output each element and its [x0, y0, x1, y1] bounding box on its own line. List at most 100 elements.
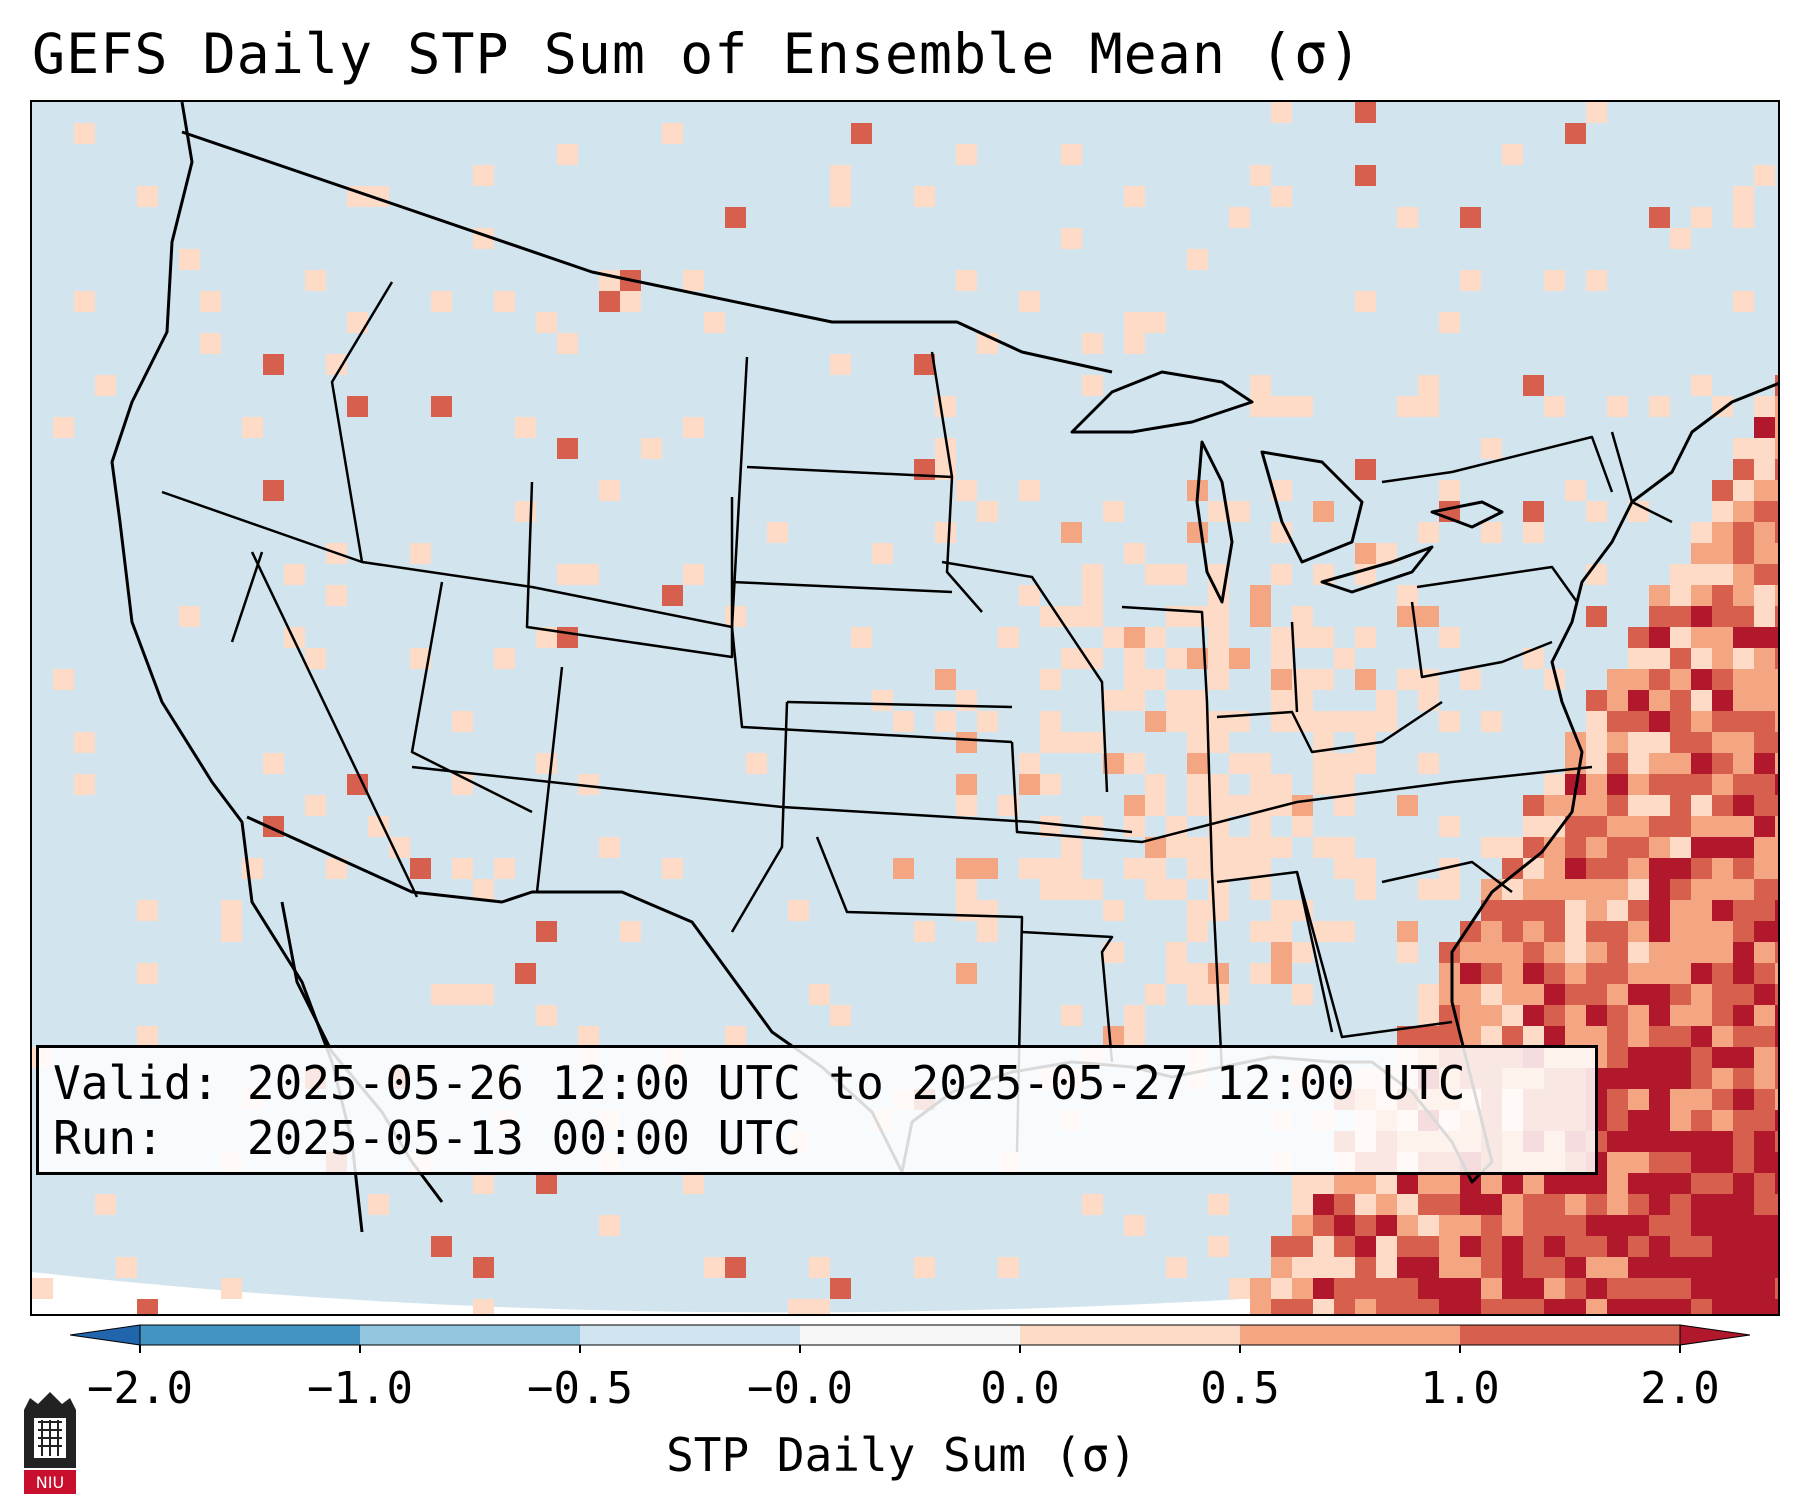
anomaly-cell: [1061, 732, 1082, 753]
anomaly-cell: [1145, 711, 1166, 732]
anomaly-cell: [1544, 921, 1565, 942]
anomaly-cell: [1670, 1068, 1691, 1089]
atlantic-coast: [1450, 381, 1778, 1163]
colorbar-tick-label: 0.5: [1200, 1363, 1280, 1414]
anomaly-cell: [830, 1005, 851, 1026]
anomaly-cell: [1649, 1131, 1670, 1152]
anomaly-cell: [1712, 942, 1733, 963]
anomaly-cell: [1691, 1110, 1712, 1131]
anomaly-cell: [1607, 1089, 1628, 1110]
anomaly-cell: [536, 1173, 557, 1194]
anomaly-cell: [1691, 627, 1712, 648]
anomaly-cell: [515, 501, 536, 522]
anomaly-cell: [1523, 963, 1544, 984]
anomaly-cell: [1754, 1152, 1775, 1173]
anomaly-cell: [263, 354, 284, 375]
anomaly-cell: [1250, 396, 1271, 417]
anomaly-cell: [242, 858, 263, 879]
anomaly-cell: [1271, 648, 1292, 669]
anomaly-cell: [1586, 984, 1607, 1005]
anomaly-cell: [1523, 1257, 1544, 1278]
anomaly-cell: [1733, 291, 1754, 312]
anomaly-cell: [1397, 669, 1418, 690]
anomaly-cell: [1334, 858, 1355, 879]
anomaly-cell: [1523, 1173, 1544, 1194]
anomaly-cell: [1670, 1110, 1691, 1131]
anomaly-cell: [893, 711, 914, 732]
anomaly-cell: [1292, 1215, 1313, 1236]
anomaly-cell: [1418, 1299, 1439, 1314]
anomaly-cell: [1712, 1257, 1733, 1278]
anomaly-cell: [1334, 1257, 1355, 1278]
anomaly-cell: [1544, 1257, 1565, 1278]
anomaly-cell: [1649, 1299, 1670, 1314]
anomaly-cell: [1502, 1194, 1523, 1215]
anomaly-cell: [1523, 1236, 1544, 1257]
anomaly-cell: [368, 1194, 389, 1215]
anomaly-cell: [221, 900, 242, 921]
anomaly-cell: [1607, 1047, 1628, 1068]
anomaly-cell: [1733, 1089, 1754, 1110]
anomaly-cell: [1523, 1299, 1544, 1314]
anomaly-cell: [1754, 1110, 1775, 1131]
anomaly-cell: [1670, 963, 1691, 984]
anomaly-cell: [1103, 501, 1124, 522]
anomaly-cell: [1565, 921, 1586, 942]
anomaly-cell: [116, 1257, 137, 1278]
anomaly-cell: [1607, 669, 1628, 690]
anomaly-cell: [1460, 1299, 1481, 1314]
anomaly-cell: [1397, 942, 1418, 963]
anomaly-cell: [1439, 1257, 1460, 1278]
anomaly-cell: [1712, 900, 1733, 921]
anomaly-cell: [1502, 1236, 1523, 1257]
anomaly-cell: [1355, 627, 1376, 648]
anomaly-cell: [1271, 900, 1292, 921]
anomaly-cell: [1586, 942, 1607, 963]
anomaly-cell: [1544, 1278, 1565, 1299]
anomaly-cell: [1061, 1005, 1082, 1026]
anomaly-cell: [1649, 879, 1670, 900]
anomaly-cell: [1334, 753, 1355, 774]
anomaly-cell: [1313, 711, 1334, 732]
anomaly-cell: [1439, 1026, 1460, 1047]
anomaly-cell: [1754, 1068, 1775, 1089]
anomaly-cell: [1607, 774, 1628, 795]
anomaly-cell: [1502, 900, 1523, 921]
anomaly-cell: [1628, 837, 1649, 858]
anomaly-cell: [1670, 984, 1691, 1005]
anomaly-cell: [1670, 585, 1691, 606]
anomaly-cell: [1712, 522, 1733, 543]
anomaly-cell: [1649, 774, 1670, 795]
anomaly-cell: [1145, 564, 1166, 585]
anomaly-cell: [1670, 228, 1691, 249]
anomaly-cell: [1040, 879, 1061, 900]
anomaly-cell: [1628, 1257, 1649, 1278]
valid-row: Valid: 2025-05-26 12:00 UTC to 2025-05-2…: [53, 1056, 1581, 1111]
anomaly-cell: [1271, 186, 1292, 207]
anomaly-cell: [1712, 837, 1733, 858]
valid-run-box: Valid: 2025-05-26 12:00 UTC to 2025-05-2…: [36, 1045, 1598, 1175]
anomaly-cell: [1460, 963, 1481, 984]
anomaly-cell: [1187, 921, 1208, 942]
anomaly-cell: [1586, 774, 1607, 795]
anomaly-cell: [326, 354, 347, 375]
anomaly-cell: [1649, 921, 1670, 942]
anomaly-cell: [1733, 900, 1754, 921]
anomaly-cell: [1754, 1194, 1775, 1215]
anomaly-cell: [74, 732, 95, 753]
anomaly-cell: [305, 270, 326, 291]
anomaly-cell: [830, 354, 851, 375]
anomaly-cell: [599, 480, 620, 501]
anomaly-cell: [956, 270, 977, 291]
anomaly-cell: [1502, 1026, 1523, 1047]
anomaly-cell: [1628, 879, 1649, 900]
anomaly-cell: [1649, 1068, 1670, 1089]
anomaly-cell: [1166, 711, 1187, 732]
anomaly-cell: [1712, 774, 1733, 795]
anomaly-cell: [1355, 1173, 1376, 1194]
anomaly-cell: [1733, 1110, 1754, 1131]
anomaly-cell: [1649, 627, 1670, 648]
anomaly-cell: [1586, 1194, 1607, 1215]
anomaly-cell: [851, 123, 872, 144]
anomaly-cell: [1271, 711, 1292, 732]
